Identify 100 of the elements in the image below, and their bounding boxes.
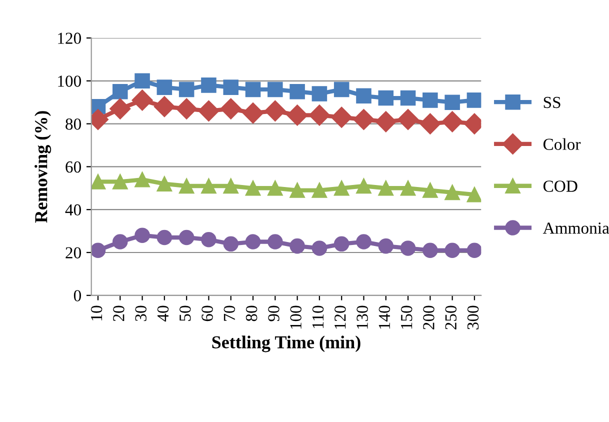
point: [466, 186, 482, 202]
y-axis-title: Removing (%): [34, 111, 52, 223]
point: [264, 100, 286, 122]
point: [400, 90, 416, 106]
x-tick-label: 70: [224, 306, 236, 321]
x-tick-label: 250: [445, 306, 456, 330]
legend-label: COD: [543, 180, 578, 192]
point: [156, 80, 172, 95]
x-tick-label: 300: [467, 306, 479, 330]
point: [290, 238, 305, 254]
point: [356, 88, 372, 104]
point: [334, 236, 350, 252]
x-tick-label: 30: [135, 306, 146, 321]
x-tick-label: 110: [312, 306, 324, 328]
x-tick-label: 120: [334, 306, 346, 329]
point: [223, 236, 239, 252]
point: [198, 100, 220, 122]
point: [312, 182, 328, 198]
point: [134, 228, 150, 243]
x-tick-label: 80: [246, 306, 258, 322]
y-tick-label: 40: [65, 204, 81, 216]
y-tick-label: 20: [66, 247, 81, 258]
point: [378, 90, 394, 106]
point: [176, 98, 198, 120]
point: [334, 180, 350, 196]
y-tick-label: 80: [66, 118, 81, 130]
point: [422, 92, 438, 108]
point: [132, 90, 153, 111]
x-tick-label: 150: [400, 306, 412, 329]
point: [245, 180, 261, 196]
point: [154, 96, 175, 118]
legend-label: Ammonia: [542, 222, 609, 234]
y-tick-label: 120: [58, 32, 81, 44]
point: [201, 232, 216, 248]
legend-label: SS: [544, 96, 560, 108]
point: [334, 82, 350, 98]
point: [444, 94, 460, 110]
point: [290, 84, 305, 100]
y-tick-label: 0: [74, 290, 81, 302]
point: [290, 182, 305, 198]
point: [112, 84, 128, 100]
point: [91, 242, 106, 258]
point: [91, 174, 106, 190]
point: [422, 182, 438, 198]
point: [466, 92, 482, 108]
point: [178, 230, 194, 246]
point: [466, 242, 482, 258]
x-tick-label: 10: [90, 306, 102, 320]
point: [356, 178, 372, 194]
point: [268, 234, 283, 250]
x-tick-label: 60: [202, 306, 213, 322]
x-tick-label: 140: [378, 306, 390, 329]
point: [356, 234, 372, 250]
point: [156, 230, 172, 246]
x-tick-label: 100: [290, 306, 302, 329]
point: [220, 98, 242, 120]
legend-label: Color: [543, 138, 581, 150]
x-tick-label: 90: [268, 306, 280, 322]
point: [156, 176, 172, 192]
x-tick-label: 130: [356, 306, 368, 329]
point: [134, 73, 150, 89]
y-tick-label: 100: [58, 76, 81, 87]
y-tick-label: 60: [66, 161, 81, 173]
point: [442, 111, 463, 132]
point: [201, 178, 216, 194]
point: [268, 82, 283, 98]
point: [400, 180, 416, 196]
point: [378, 238, 394, 254]
point: [223, 178, 239, 194]
point: [112, 234, 128, 250]
point: [375, 111, 396, 132]
point: [353, 108, 374, 130]
point: [223, 80, 239, 95]
point: [201, 78, 216, 93]
point: [312, 240, 328, 256]
point: [398, 108, 419, 130]
point: [400, 240, 416, 256]
point: [242, 102, 264, 124]
point: [308, 104, 330, 126]
point: [420, 113, 441, 134]
point: [245, 234, 261, 250]
x-tick-label: 40: [157, 306, 169, 322]
x-tick-label: 200: [423, 306, 434, 330]
point: [268, 180, 283, 196]
point: [245, 82, 261, 98]
point: [422, 242, 438, 258]
x-tick-label: 50: [180, 306, 191, 321]
x-axis-title: Settling Time (min): [212, 336, 360, 352]
point: [178, 82, 194, 98]
point: [112, 174, 128, 190]
point: [178, 178, 194, 194]
point: [444, 242, 460, 258]
x-tick-label: 20: [113, 306, 124, 322]
point: [331, 106, 352, 128]
point: [110, 98, 131, 120]
point: [378, 180, 394, 196]
point: [312, 86, 328, 102]
point: [134, 172, 150, 188]
point: [286, 104, 308, 126]
point: [444, 184, 460, 200]
